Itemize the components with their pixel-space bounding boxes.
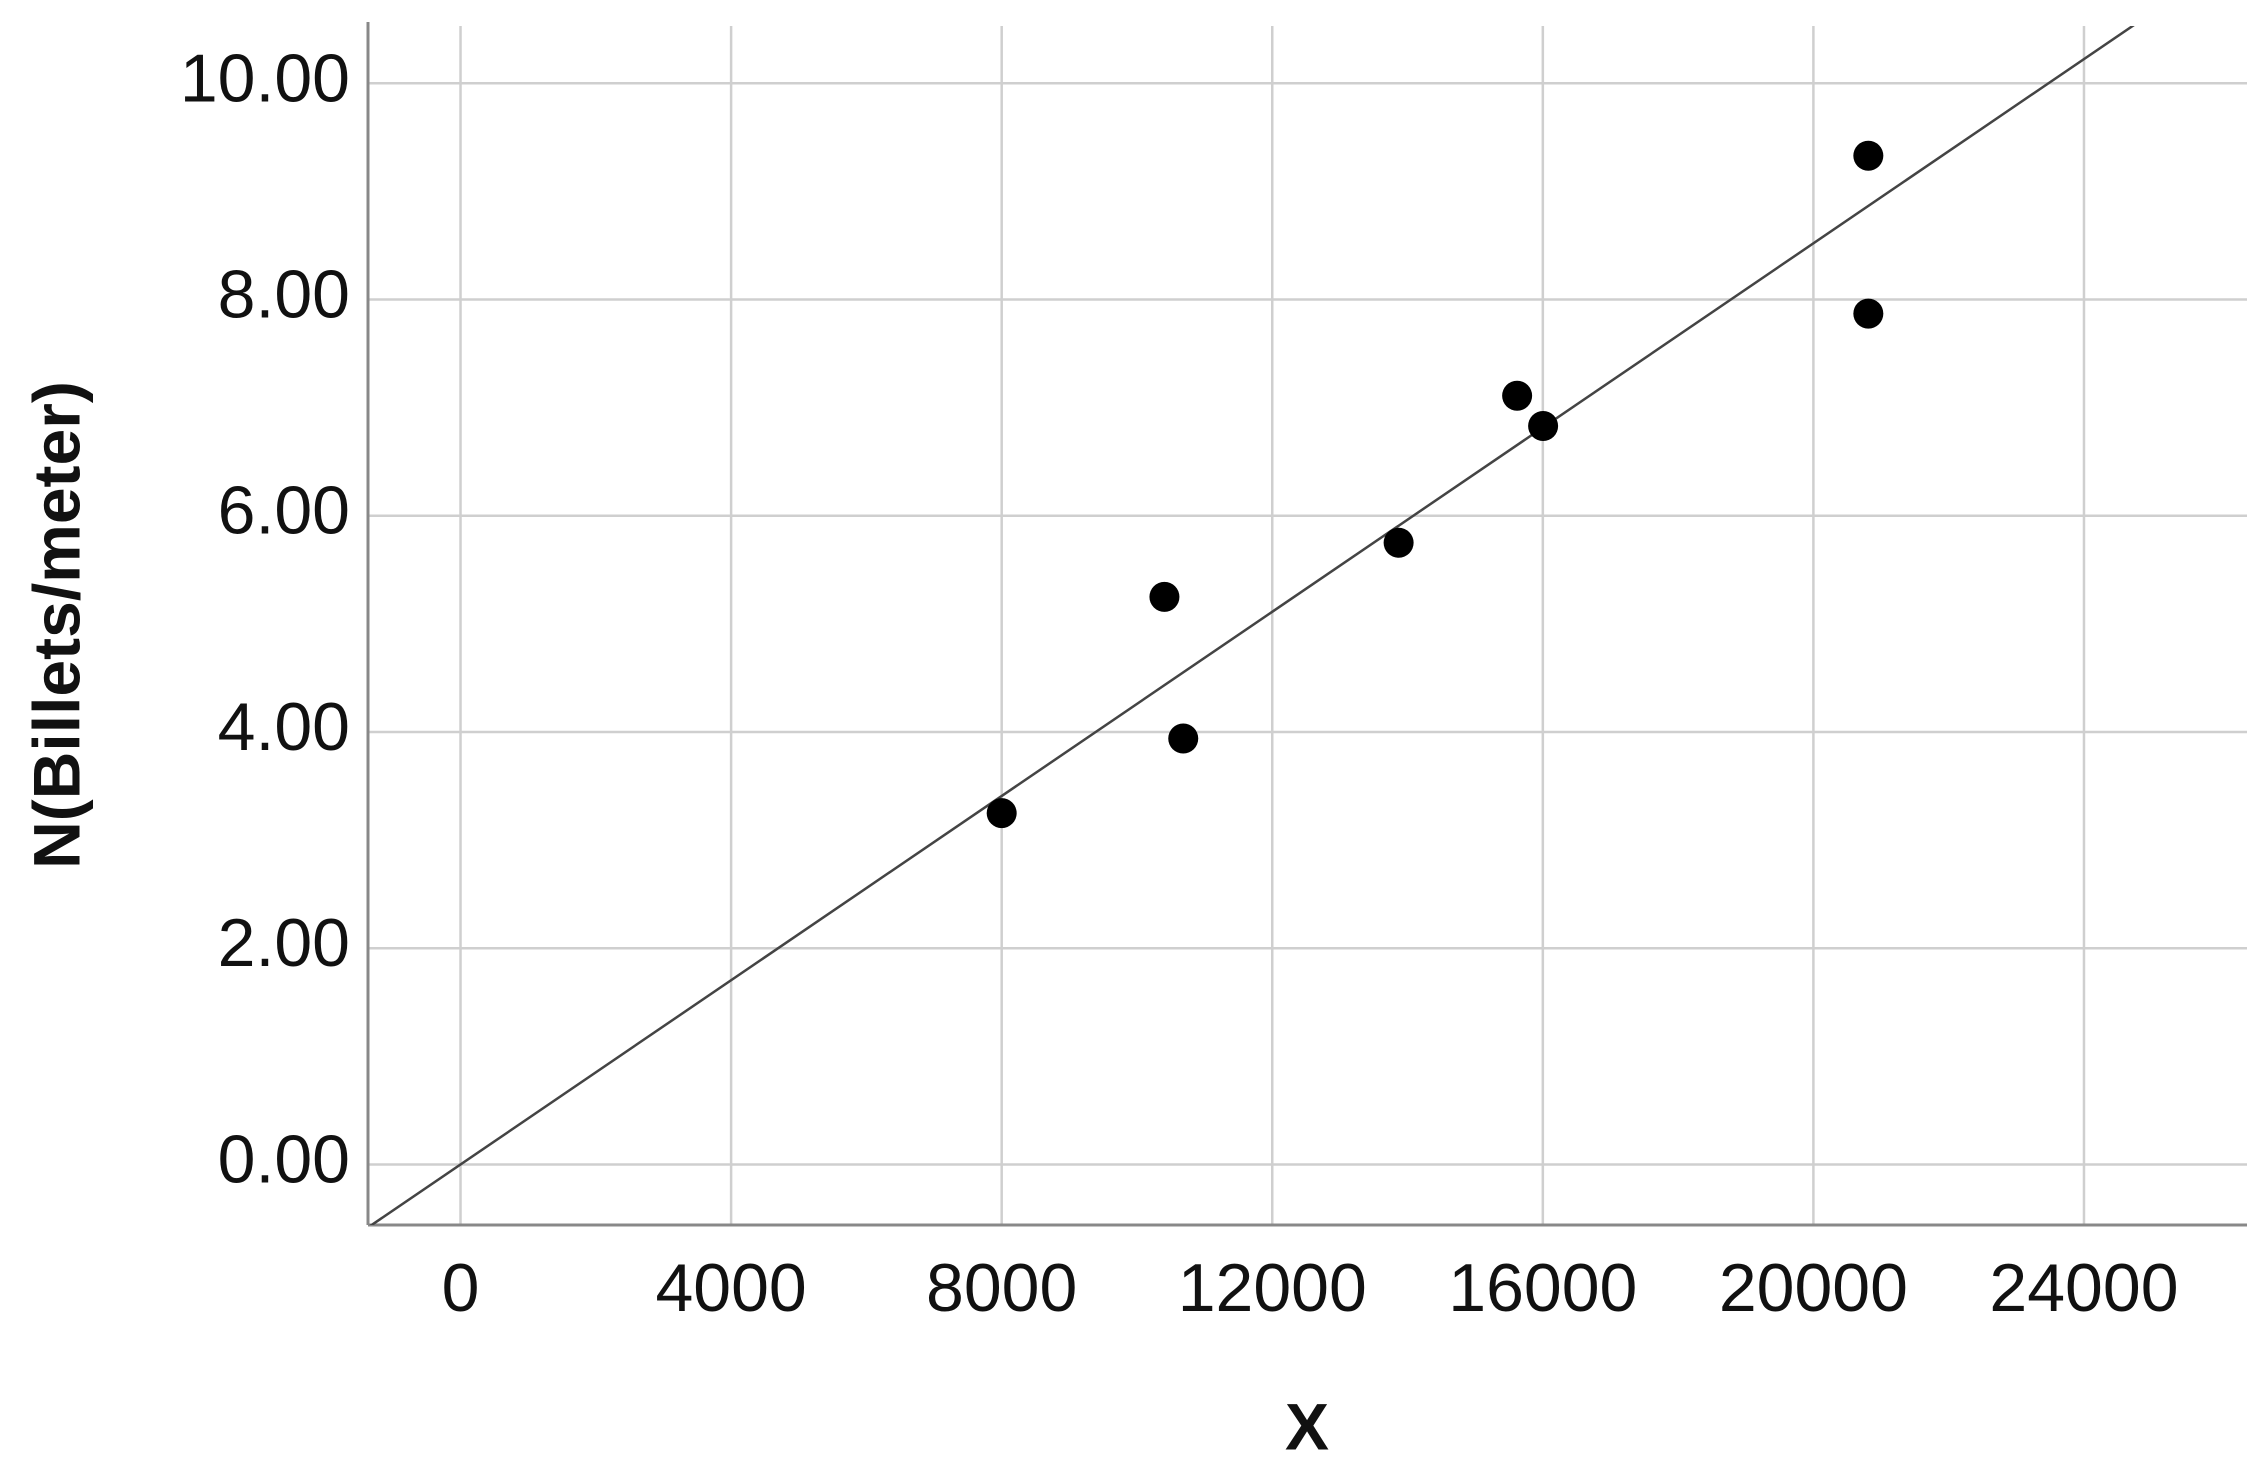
fit-line-group	[369, 26, 2135, 1225]
y-tick-label: 2.00	[218, 905, 350, 981]
point	[1502, 380, 1533, 411]
point	[1528, 411, 1559, 442]
point	[1853, 140, 1884, 171]
x-tick-label: 16000	[1448, 1250, 1637, 1326]
y-tick-label: 0.00	[218, 1121, 350, 1197]
point	[1853, 298, 1884, 329]
y-tick-label: 10.00	[180, 40, 350, 116]
y-tick-label: 6.00	[218, 473, 350, 549]
x-tick-label: 0	[442, 1250, 480, 1326]
point	[1149, 581, 1180, 612]
x-axis-title: X	[1285, 1389, 1329, 1463]
x-tick-label: 24000	[1989, 1250, 2178, 1326]
y-axis-title: N(Billets/meter)	[19, 381, 93, 869]
point	[1383, 527, 1414, 558]
point	[986, 798, 1017, 829]
fit-line	[369, 26, 2135, 1225]
y-tick-label: 4.00	[218, 689, 350, 765]
x-tick-label: 20000	[1719, 1250, 1908, 1326]
y-tick-label: 8.00	[218, 257, 350, 333]
x-tick-label: 4000	[655, 1250, 806, 1326]
x-tick-label: 12000	[1178, 1250, 1367, 1326]
point	[1168, 723, 1199, 754]
x-tick-label: 8000	[926, 1250, 1077, 1326]
